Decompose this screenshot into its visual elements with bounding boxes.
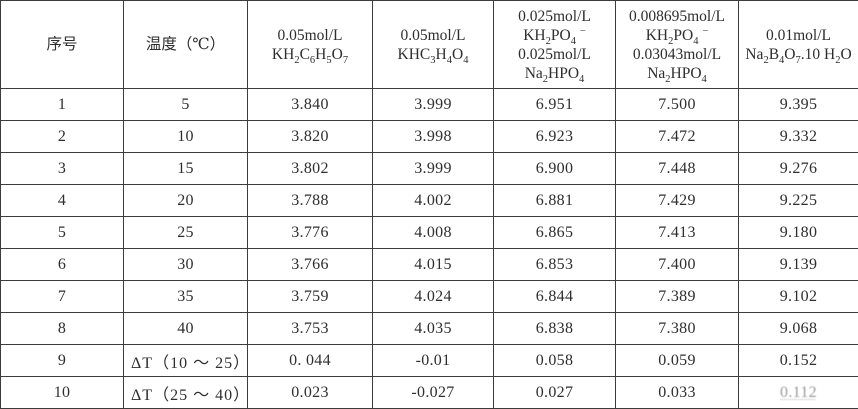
cell-kh2po4-na2hpo4-equimolar: 6.865: [493, 216, 616, 249]
cell-kh2c6h5o7: 3.788: [247, 184, 373, 217]
cell-na2b4o7-10h2o: 0.152: [738, 344, 858, 377]
column-header-kh2c6h5o7: 0.05mol/L KH2C6H5O7: [247, 0, 373, 89]
cell-index: 7: [0, 280, 124, 313]
cell-kh2po4-na2hpo4-mixed: 7.389: [615, 280, 739, 313]
cell-kh2po4-na2hpo4-mixed: 0.033: [615, 376, 739, 409]
cell-kh2c6h5o7: 3.820: [247, 120, 373, 153]
cell-index: 2: [0, 120, 124, 153]
cell-kh2po4-na2hpo4-equimolar: 0.058: [493, 344, 616, 377]
table-row-8: 8 40 3.753 4.035 6.838 7.380 9.068: [0, 312, 858, 345]
cell-temperature: ΔT（10 ～ 25）: [123, 344, 248, 377]
table-row-10: 10 ΔT（25 ～ 40） 0.023 -0.027 0.027 0.033 0.112: [0, 376, 858, 409]
cell-temperature: 5: [123, 88, 248, 121]
cell-na2b4o7-10h2o: 9.139: [738, 248, 858, 281]
cell-kh2po4-na2hpo4-mixed: 7.472: [615, 120, 739, 153]
cell-index: 4: [0, 184, 124, 217]
cell-index: 3: [0, 152, 124, 185]
cell-temperature: 10: [123, 120, 248, 153]
table-row-3: 3 15 3.802 3.999 6.900 7.448 9.276: [0, 152, 858, 185]
cell-kh2po4-na2hpo4-equimolar: 0.027: [493, 376, 616, 409]
cell-kh2c6h5o7: 0. 044: [247, 344, 373, 377]
cell-khc3h4o4: 4.035: [372, 312, 494, 345]
table-header: 序号 温度（℃） 0.05mol/L KH2C6H5O7 0.05mol/L KHC3H4…: [0, 0, 858, 89]
cell-index: 5: [0, 216, 124, 249]
table-row-5: 5 25 3.776 4.008 6.865 7.413 9.180: [0, 216, 858, 249]
cell-kh2po4-na2hpo4-equimolar: 6.900: [493, 152, 616, 185]
cell-kh2c6h5o7: 3.753: [247, 312, 373, 345]
cell-kh2c6h5o7: 3.776: [247, 216, 373, 249]
cell-kh2po4-na2hpo4-mixed: 7.380: [615, 312, 739, 345]
cell-kh2po4-na2hpo4-equimolar: 6.951: [493, 88, 616, 121]
table-row-2: 2 10 3.820 3.998 6.923 7.472 9.332: [0, 120, 858, 153]
cell-khc3h4o4: 4.024: [372, 280, 494, 313]
cell-temperature: 15: [123, 152, 248, 185]
cell-kh2po4-na2hpo4-equimolar: 6.853: [493, 248, 616, 281]
cell-kh2po4-na2hpo4-equimolar: 6.838: [493, 312, 616, 345]
cell-kh2c6h5o7: 3.766: [247, 248, 373, 281]
column-header-kh2po4-na2hpo4-equimolar: 0.025mol/L KH2PO4 −0.025mol/L Na2HPO4: [493, 0, 616, 89]
cell-kh2c6h5o7: 3.802: [247, 152, 373, 185]
cell-na2b4o7-10h2o: 0.112: [738, 376, 858, 409]
cell-khc3h4o4: 3.999: [372, 88, 494, 121]
cell-khc3h4o4: 3.999: [372, 152, 494, 185]
cell-na2b4o7-10h2o: 9.102: [738, 280, 858, 313]
cell-index: 1: [0, 88, 124, 121]
cell-kh2po4-na2hpo4-mixed: 7.500: [615, 88, 739, 121]
cell-temperature: 25: [123, 216, 248, 249]
cell-kh2po4-na2hpo4-equimolar: 6.844: [493, 280, 616, 313]
column-header-index: 序号: [0, 0, 124, 89]
cell-khc3h4o4: -0.027: [372, 376, 494, 409]
cell-temperature: ΔT（25 ～ 40）: [123, 376, 248, 409]
table-row-9: 9 ΔT（10 ～ 25） 0. 044 -0.01 0.058 0.059 0.152: [0, 344, 858, 377]
cell-khc3h4o4: 3.998: [372, 120, 494, 153]
cell-na2b4o7-10h2o: 9.395: [738, 88, 858, 121]
cell-kh2po4-na2hpo4-mixed: 7.448: [615, 152, 739, 185]
cell-khc3h4o4: -0.01: [372, 344, 494, 377]
cell-temperature: 40: [123, 312, 248, 345]
cell-na2b4o7-10h2o: 9.276: [738, 152, 858, 185]
table-row-6: 6 30 3.766 4.015 6.853 7.400 9.139: [0, 248, 858, 281]
cell-khc3h4o4: 4.002: [372, 184, 494, 217]
cell-kh2po4-na2hpo4-mixed: 7.429: [615, 184, 739, 217]
cell-temperature: 20: [123, 184, 248, 217]
column-header-khc3h4o4: 0.05mol/L KHC3H4O4: [372, 0, 494, 89]
column-header-na2b4o7-10h2o: 0.01mol/L Na2B4O7.10 H2O: [738, 0, 858, 89]
cell-kh2po4-na2hpo4-mixed: 7.400: [615, 248, 739, 281]
cell-kh2po4-na2hpo4-mixed: 7.413: [615, 216, 739, 249]
cell-na2b4o7-10h2o: 9.225: [738, 184, 858, 217]
column-header-kh2po4-na2hpo4-mixed: 0.008695mol/L KH2PO4 −0.03043mol/L Na2HPO4: [615, 0, 739, 89]
cell-kh2po4-na2hpo4-equimolar: 6.923: [493, 120, 616, 153]
table-header-row: 序号 温度（℃） 0.05mol/L KH2C6H5O7 0.05mol/L KHC3H4…: [0, 0, 858, 89]
cell-kh2c6h5o7: 3.840: [247, 88, 373, 121]
cell-khc3h4o4: 4.015: [372, 248, 494, 281]
cell-na2b4o7-10h2o: 9.332: [738, 120, 858, 153]
table-row-7: 7 35 3.759 4.024 6.844 7.389 9.102: [0, 280, 858, 313]
cell-index: 9: [0, 344, 124, 377]
cell-kh2po4-na2hpo4-equimolar: 6.881: [493, 184, 616, 217]
table-row-1: 1 5 3.840 3.999 6.951 7.500 9.395: [0, 88, 858, 121]
cell-na2b4o7-10h2o: 9.180: [738, 216, 858, 249]
cell-index: 10: [0, 376, 124, 409]
cell-temperature: 30: [123, 248, 248, 281]
cell-temperature: 35: [123, 280, 248, 313]
cell-na2b4o7-10h2o: 9.068: [738, 312, 858, 345]
table-row-4: 4 20 3.788 4.002 6.881 7.429 9.225: [0, 184, 858, 217]
table-body: 1 5 3.840 3.999 6.951 7.500 9.395 2 10 3.820 3.998…: [0, 88, 858, 409]
cell-kh2c6h5o7: 3.759: [247, 280, 373, 313]
cell-kh2c6h5o7: 0.023: [247, 376, 373, 409]
cell-kh2po4-na2hpo4-mixed: 0.059: [615, 344, 739, 377]
cell-index: 8: [0, 312, 124, 345]
cell-khc3h4o4: 4.008: [372, 216, 494, 249]
cell-index: 6: [0, 248, 124, 281]
column-header-temperature: 温度（℃）: [123, 0, 248, 89]
